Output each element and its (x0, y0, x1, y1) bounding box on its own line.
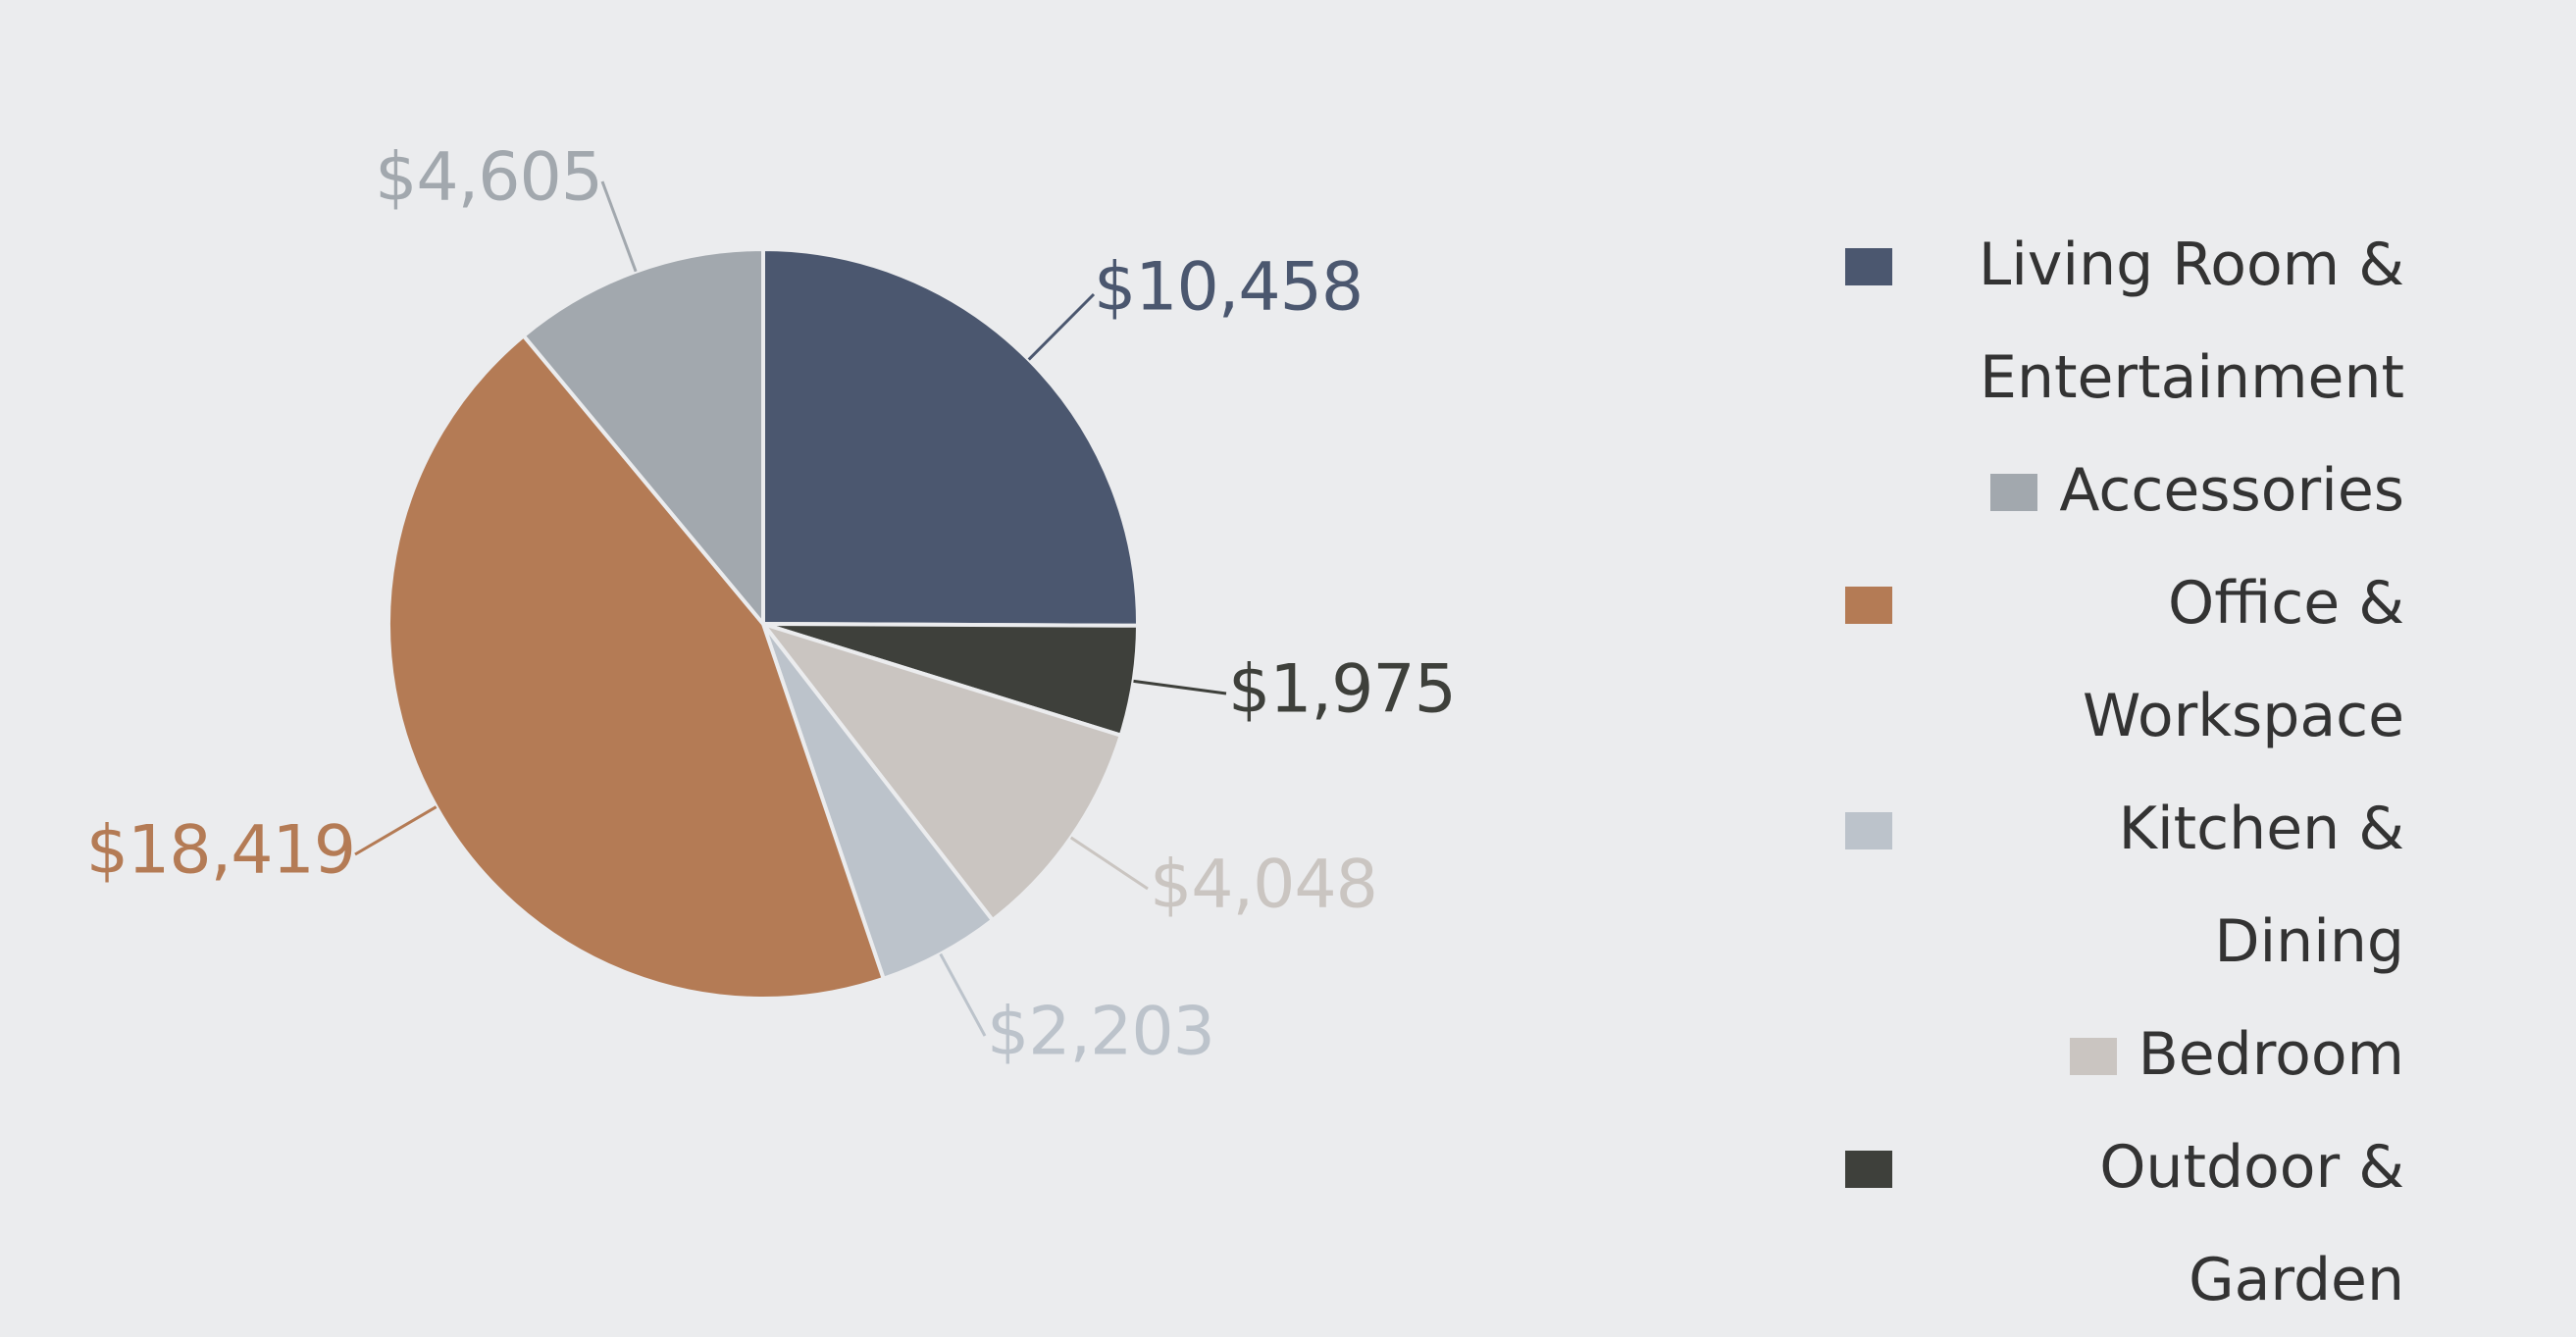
data-label-office-and-workspace: $18,419 (86, 812, 355, 890)
legend-item-outdoor-and-garden: Outdoor & Garden (1639, 1111, 2404, 1337)
legend-label: Accessories (2059, 456, 2404, 525)
legend-swatch (1845, 812, 1892, 849)
legend-swatch (2069, 1038, 2117, 1075)
legend-swatch (1845, 1151, 1892, 1188)
leader-line-living-room-and-entertainment (1027, 292, 1096, 361)
legend-item-kitchen-and-dining: Kitchen & Dining (1639, 773, 2404, 999)
legend-item-office-and-workspace: Office & Workspace (1639, 547, 2404, 773)
legend-item-living-room-and-entertainment: Living Room & Entertainment (1639, 209, 2404, 435)
pie-slice-bedroom (761, 622, 1123, 923)
legend-item-bedroom: Bedroom (1639, 999, 2404, 1111)
data-label-outdoor-and-garden: $1,975 (1228, 651, 1456, 729)
legend-label: Outdoor & Garden (2099, 1133, 2404, 1314)
leader-line-outdoor-and-garden (1133, 679, 1227, 695)
legend-swatch (1845, 587, 1892, 624)
legend-label: Bedroom (2138, 1020, 2404, 1089)
leader-line-bedroom (1069, 836, 1149, 891)
legend-label: Office & Workspace (2083, 569, 2404, 750)
data-label-accessories: $4,605 (375, 139, 602, 217)
leader-line-office-and-workspace (354, 805, 438, 856)
legend-item-accessories: Accessories (1639, 435, 2404, 547)
leader-line-accessories (600, 180, 638, 273)
pie-slices (386, 247, 1141, 1001)
leader-line-kitchen-and-dining (939, 952, 987, 1037)
data-label-bedroom: $4,048 (1150, 847, 1377, 924)
legend-label: Living Room & Entertainment (1978, 231, 2404, 412)
leader-lines (354, 180, 1227, 1037)
data-label-living-room-and-entertainment: $10,458 (1094, 249, 1363, 327)
data-label-kitchen-and-dining: $2,203 (987, 994, 1214, 1071)
pie-slice-accessories (521, 247, 765, 626)
pie-slice-living-room-and-entertainment (761, 247, 1141, 628)
pie-slice-office-and-workspace (386, 334, 886, 1001)
legend-swatch (1845, 248, 1892, 285)
legend-label: Kitchen & Dining (2118, 795, 2404, 976)
pie-chart: $10,458 $1,975 $4,048 $2,203 $18,419 $4,605 (86, 139, 1457, 1071)
legend-swatch (1990, 474, 2038, 511)
data-labels: $10,458 $1,975 $4,048 $2,203 $18,419 $4,605 (86, 139, 1457, 1071)
legend: Living Room & Entertainment Accessories Of… (1639, 209, 2404, 1337)
